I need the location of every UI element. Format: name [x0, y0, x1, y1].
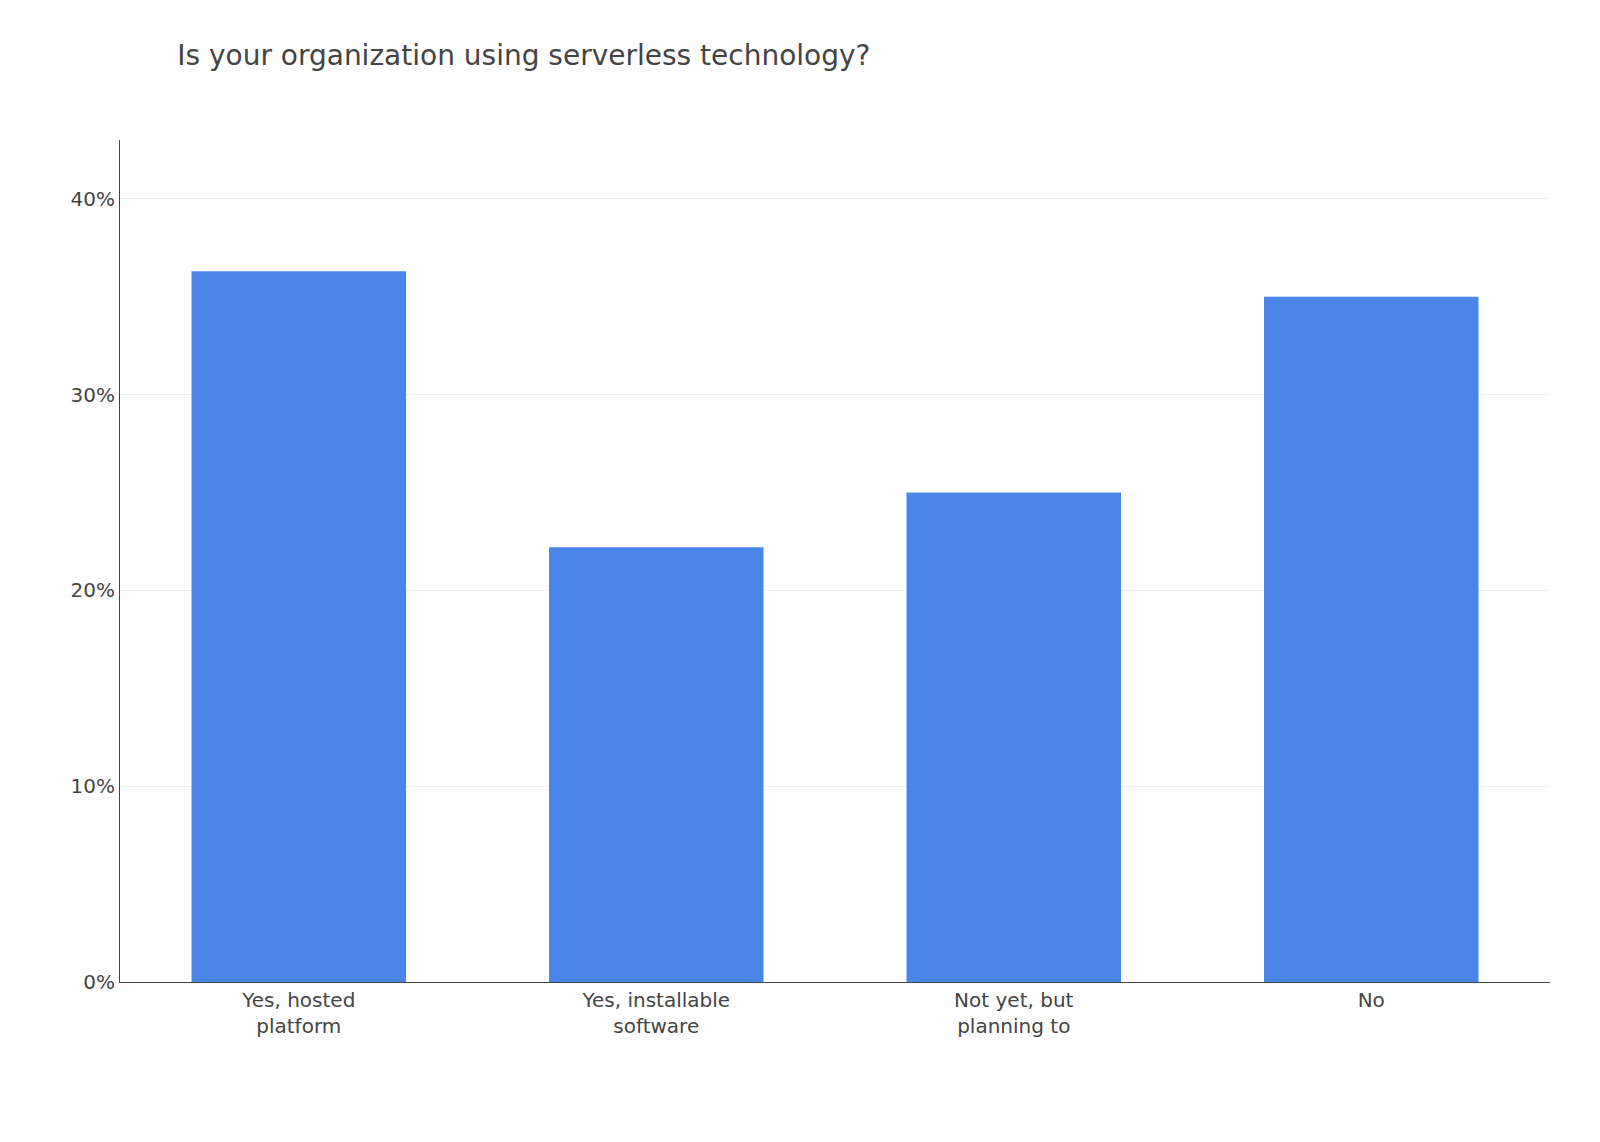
svg-text:10%: 10% — [71, 774, 115, 798]
svg-text:40%: 40% — [71, 187, 115, 211]
svg-text:Yes, installablesoftware: Yes, installablesoftware — [581, 988, 730, 1038]
svg-text:0%: 0% — [83, 970, 115, 994]
svg-text:Yes, hostedplatform: Yes, hostedplatform — [241, 988, 355, 1038]
svg-text:Is your organization using ser: Is your organization using serverless te… — [177, 39, 870, 72]
svg-text:20%: 20% — [71, 578, 115, 602]
svg-text:30%: 30% — [71, 383, 115, 407]
svg-text:No: No — [1358, 988, 1385, 1012]
svg-text:Not yet, butplanning to: Not yet, butplanning to — [954, 988, 1073, 1038]
